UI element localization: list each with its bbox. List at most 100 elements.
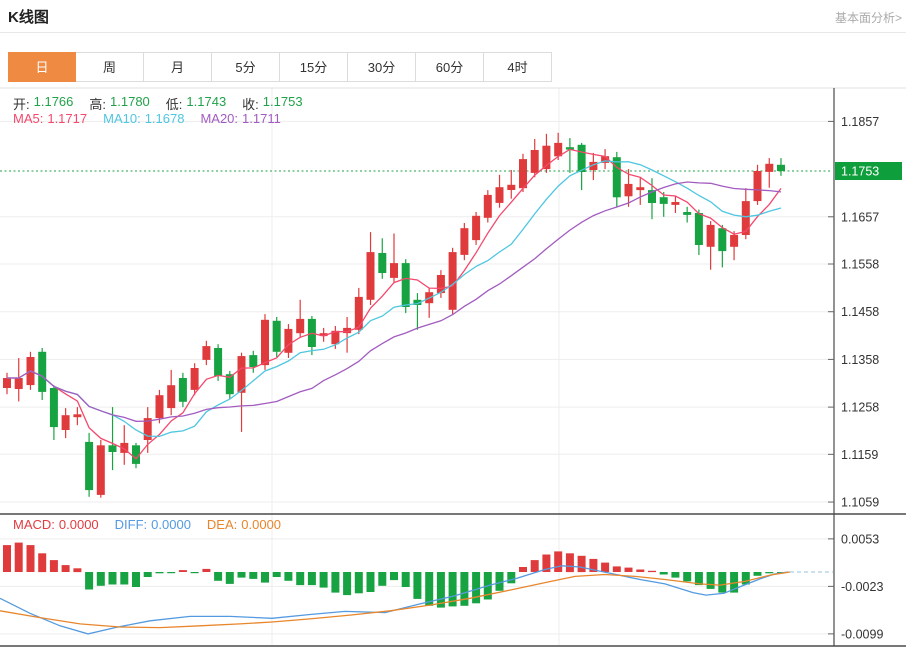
candle bbox=[237, 352, 246, 432]
ma20-value: 1.1711 bbox=[242, 111, 281, 126]
high-label: 高: bbox=[89, 97, 107, 112]
macd-bar bbox=[612, 566, 621, 572]
candle bbox=[38, 348, 47, 400]
macd-axis-label: -0.0099 bbox=[841, 627, 883, 641]
candle bbox=[495, 174, 504, 208]
macd-bar bbox=[495, 572, 504, 591]
macd-bar bbox=[636, 569, 645, 572]
macd-bar bbox=[694, 572, 703, 586]
tab-30分[interactable]: 30分 bbox=[348, 52, 416, 82]
tab-周[interactable]: 周 bbox=[76, 52, 144, 82]
candle bbox=[507, 170, 516, 199]
candle bbox=[296, 299, 305, 338]
macd-bar bbox=[143, 572, 152, 577]
price-axis-label: 1.1159 bbox=[841, 448, 878, 462]
candle bbox=[612, 151, 621, 207]
macd-bar bbox=[741, 572, 750, 585]
candle bbox=[624, 169, 633, 207]
candle bbox=[436, 270, 445, 298]
tab-60分[interactable]: 60分 bbox=[416, 52, 484, 82]
tab-日[interactable]: 日 bbox=[8, 52, 76, 82]
macd-info-row: MACD: 0.0000 DIFF: 0.0000 DEA: 0.0000 bbox=[13, 517, 281, 532]
dea-line bbox=[0, 571, 791, 629]
macd-bar bbox=[425, 572, 434, 606]
candle bbox=[542, 133, 551, 173]
candle bbox=[143, 407, 152, 453]
open-value: 1.1766 bbox=[33, 94, 74, 109]
macd-bar bbox=[589, 558, 598, 572]
candle bbox=[694, 209, 703, 255]
candle bbox=[636, 177, 645, 205]
ma10-value: 1.1678 bbox=[144, 111, 185, 126]
macd-bar bbox=[706, 572, 715, 589]
tab-5分[interactable]: 5分 bbox=[212, 52, 280, 82]
candle bbox=[14, 358, 23, 402]
macd-bar bbox=[542, 554, 551, 572]
macd-bar bbox=[331, 572, 340, 593]
candle bbox=[565, 138, 574, 173]
ma20-line bbox=[7, 181, 782, 422]
candle bbox=[413, 293, 422, 330]
candle bbox=[343, 317, 352, 353]
macd-bar bbox=[659, 572, 668, 575]
tab-4时[interactable]: 4时 bbox=[484, 52, 552, 82]
macd-bar bbox=[85, 572, 94, 590]
candle bbox=[73, 407, 82, 426]
macd-bar bbox=[3, 545, 11, 572]
candle bbox=[132, 442, 140, 469]
macd-bar bbox=[519, 567, 527, 572]
candle bbox=[589, 152, 598, 181]
macd-bar bbox=[565, 553, 574, 573]
ma5-line bbox=[7, 148, 782, 460]
macd-bar bbox=[354, 572, 363, 594]
macd-bar bbox=[601, 562, 610, 572]
ma5-value: 1.1717 bbox=[47, 111, 88, 126]
tab-月[interactable]: 月 bbox=[144, 52, 212, 82]
macd-bar bbox=[683, 572, 692, 582]
macd-bar bbox=[390, 572, 398, 581]
candle bbox=[577, 142, 586, 191]
macd-bar bbox=[61, 565, 70, 572]
candle bbox=[225, 370, 234, 399]
ohlc-info-row: 开: 1.1766 高: 1.1780 低: 1.1743 收: 1.1753 bbox=[13, 94, 303, 113]
low-value: 1.1743 bbox=[186, 94, 227, 109]
candle bbox=[530, 139, 539, 178]
macd-label: MACD: bbox=[13, 517, 55, 532]
candle bbox=[401, 259, 410, 314]
candle bbox=[448, 247, 457, 315]
macd-bar bbox=[378, 572, 387, 586]
macd-bar bbox=[648, 570, 656, 573]
macd-bar bbox=[190, 572, 199, 574]
candle bbox=[601, 149, 610, 170]
macd-bar bbox=[178, 570, 187, 572]
candle bbox=[3, 372, 11, 395]
ma-info-row: MA5: 1.1717 MA10: 1.1678 MA20: 1.1711 bbox=[13, 111, 281, 126]
macd-bar bbox=[26, 545, 35, 572]
header-divider bbox=[0, 32, 906, 33]
candle bbox=[272, 317, 281, 357]
macd-bar bbox=[14, 542, 23, 572]
macd-bar bbox=[730, 572, 739, 593]
candle bbox=[671, 196, 680, 213]
price-axis-label: 1.1059 bbox=[841, 496, 879, 510]
macd-bar bbox=[284, 572, 293, 581]
macd-bar bbox=[472, 572, 481, 604]
candle bbox=[519, 153, 527, 192]
candle bbox=[120, 425, 129, 465]
macd-bar bbox=[624, 567, 633, 572]
macd-bar bbox=[225, 572, 234, 584]
candle bbox=[249, 350, 258, 373]
diff-value: 0.0000 bbox=[151, 517, 191, 532]
candle bbox=[718, 224, 727, 268]
candle bbox=[390, 233, 398, 284]
macd-bar bbox=[401, 572, 410, 587]
macd-bar bbox=[96, 572, 105, 586]
current-price-value: 1.1753 bbox=[841, 165, 879, 179]
fundamental-analysis-link[interactable]: 基本面分析> bbox=[834, 11, 902, 25]
tab-15分[interactable]: 15分 bbox=[280, 52, 348, 82]
candle bbox=[85, 432, 94, 497]
candle bbox=[108, 407, 117, 471]
candle bbox=[765, 158, 774, 188]
macd-bar bbox=[73, 568, 82, 573]
